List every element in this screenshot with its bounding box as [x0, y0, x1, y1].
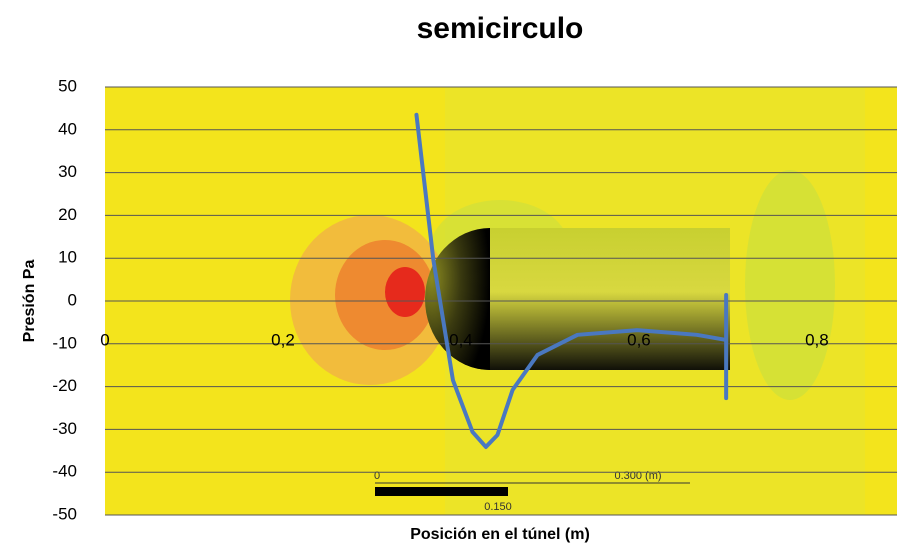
x-tick-label: 0,8 [805, 330, 829, 349]
y-tick-label: -50 [52, 504, 77, 523]
y-tick-label: 10 [58, 248, 77, 267]
x-tick-label: 0,6 [627, 330, 651, 349]
y-tick-label: -10 [52, 333, 77, 352]
x-tick-label: 0,4 [449, 330, 473, 349]
page: semicirculo Posición en el túnel (m) Pre… [0, 0, 899, 552]
y-tick-label: -20 [52, 376, 77, 395]
annotation: 0.150 [484, 501, 512, 513]
y-tick-label: 30 [58, 162, 77, 181]
x-axis-label: Posición en el túnel (m) [410, 526, 590, 543]
y-axis-label: Presión Pa [21, 260, 38, 343]
y-tick-label: -40 [52, 462, 77, 481]
y-tick-label: 50 [58, 76, 77, 95]
chart: semicirculo Posición en el túnel (m) Pre… [0, 0, 899, 552]
y-tick-label: -30 [52, 419, 77, 438]
x-tick-label: 0,2 [271, 330, 295, 349]
x-tick-label: 0 [100, 330, 109, 349]
y-tick-label: 20 [58, 205, 77, 224]
y-tick-label: 40 [58, 119, 77, 138]
chart-title: semicirculo [417, 12, 584, 45]
y-tick-label: 0 [68, 290, 77, 309]
